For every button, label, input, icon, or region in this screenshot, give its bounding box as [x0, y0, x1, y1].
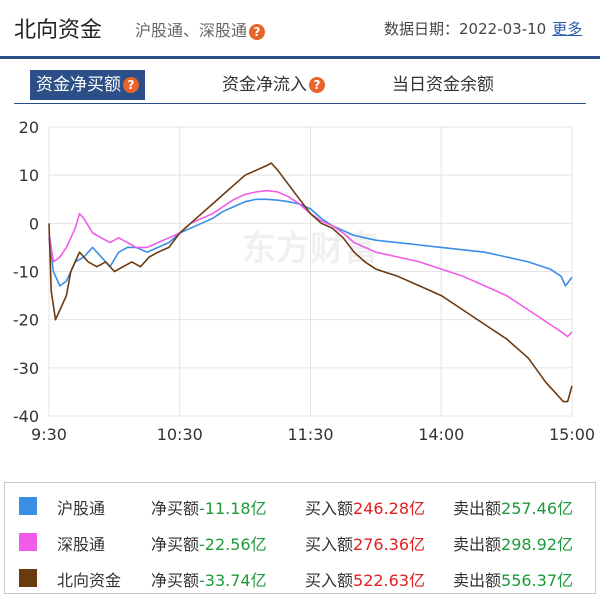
legend-net: 净买额-22.56亿 — [151, 531, 267, 555]
sell-value: 556.37亿 — [501, 571, 574, 590]
buy-value: 276.36亿 — [353, 535, 426, 554]
y-tick-label: 0 — [29, 214, 39, 233]
buy-label: 买入额 — [305, 535, 354, 554]
legend-name: 北向资金 — [57, 571, 122, 590]
sell-value: 298.92亿 — [501, 535, 574, 554]
legend-row-sz: 深股通 净买额-22.56亿 买入额276.36亿 卖出额298.92亿 — [5, 523, 595, 559]
page-title: 北向资金 — [14, 18, 103, 43]
page-subtitle: 沪股通、深股通? — [135, 17, 266, 41]
series-line — [48, 198, 573, 287]
tab-daily-balance[interactable]: 当日资金余额 — [392, 70, 494, 100]
buy-label: 买入额 — [305, 571, 354, 590]
net-label: 净买额 — [151, 571, 200, 590]
tab-divider — [14, 103, 586, 104]
x-tick-label: 14:00 — [418, 425, 464, 444]
legend-table: 沪股通 净买额-11.18亿 买入额246.28亿 卖出额257.46亿 深股通… — [4, 482, 596, 594]
y-tick-label: -30 — [13, 359, 39, 378]
tab-bar: 资金净买额? 资金净流入? 当日资金余额 — [0, 64, 600, 108]
header: 北向资金 沪股通、深股通? 数据日期：2022-03-10 更多 — [0, 0, 600, 59]
net-label: 净买额 — [151, 499, 200, 518]
more-link[interactable]: 更多 — [552, 20, 583, 38]
tab-net-buy[interactable]: 资金净买额? — [30, 70, 145, 100]
tab-net-inflow[interactable]: 资金净流入? — [222, 70, 325, 100]
help-icon[interactable]: ? — [309, 77, 325, 93]
net-value: -22.56亿 — [199, 535, 267, 554]
watermark: 东方财富 — [242, 229, 378, 269]
legend-row-sh: 沪股通 净买额-11.18亿 买入额246.28亿 卖出额257.46亿 — [5, 487, 595, 523]
y-tick-label: -10 — [13, 263, 39, 282]
y-tick-label: 20 — [19, 118, 39, 137]
x-tick-label: 10:30 — [157, 425, 203, 444]
tab-net-inflow-label: 资金净流入 — [222, 75, 307, 95]
legend-net: 净买额-33.74亿 — [151, 567, 267, 591]
legend-buy: 买入额522.63亿 — [305, 567, 425, 591]
series-line — [48, 162, 573, 403]
sell-value: 257.46亿 — [501, 499, 574, 518]
date-value: 2022-03-10 — [459, 20, 547, 38]
net-value: -33.74亿 — [199, 571, 267, 590]
date-label: 数据日期： — [384, 20, 460, 38]
subtitle-text: 沪股通、深股通 — [135, 21, 248, 40]
legend-swatch-sz — [19, 533, 37, 551]
x-tick-label: 9:30 — [31, 425, 67, 444]
series-line — [48, 189, 573, 338]
legend-name: 沪股通 — [57, 499, 106, 518]
y-tick-label: 10 — [19, 166, 39, 185]
tab-net-buy-label: 资金净买额 — [36, 75, 121, 95]
x-tick-label: 15:00 — [549, 425, 595, 444]
sell-label: 卖出额 — [453, 535, 502, 554]
legend-sell: 卖出额298.92亿 — [453, 531, 573, 555]
net-label: 净买额 — [151, 535, 200, 554]
legend-row-north: 北向资金 净买额-33.74亿 买入额522.63亿 卖出额556.37亿 — [5, 559, 595, 595]
legend-buy: 买入额246.28亿 — [305, 495, 425, 519]
legend-sell: 卖出额556.37亿 — [453, 567, 573, 591]
buy-value: 246.28亿 — [353, 499, 426, 518]
legend-name: 深股通 — [57, 535, 106, 554]
net-buy-chart: 20 10 0 -10 -20 -30 -409:30 10:30 11:30 14:00 15:0… — [13, 118, 595, 444]
y-tick-label: -40 — [13, 407, 39, 426]
legend-swatch-sh — [19, 497, 37, 515]
legend-buy: 买入额276.36亿 — [305, 531, 425, 555]
tab-daily-balance-label: 当日资金余额 — [392, 75, 494, 95]
sell-label: 卖出额 — [453, 571, 502, 590]
buy-label: 买入额 — [305, 499, 354, 518]
y-tick-label: -20 — [13, 311, 39, 330]
sell-label: 卖出额 — [453, 499, 502, 518]
header-divider — [0, 56, 600, 59]
legend-sell: 卖出额257.46亿 — [453, 495, 573, 519]
date-info: 数据日期：2022-03-10 更多 — [384, 18, 582, 39]
legend-net: 净买额-11.18亿 — [151, 495, 267, 519]
legend-swatch-north — [19, 569, 37, 587]
x-tick-label: 11:30 — [287, 425, 333, 444]
help-icon[interactable]: ? — [123, 77, 139, 93]
buy-value: 522.63亿 — [353, 571, 426, 590]
net-value: -11.18亿 — [199, 499, 267, 518]
help-icon[interactable]: ? — [249, 23, 266, 40]
